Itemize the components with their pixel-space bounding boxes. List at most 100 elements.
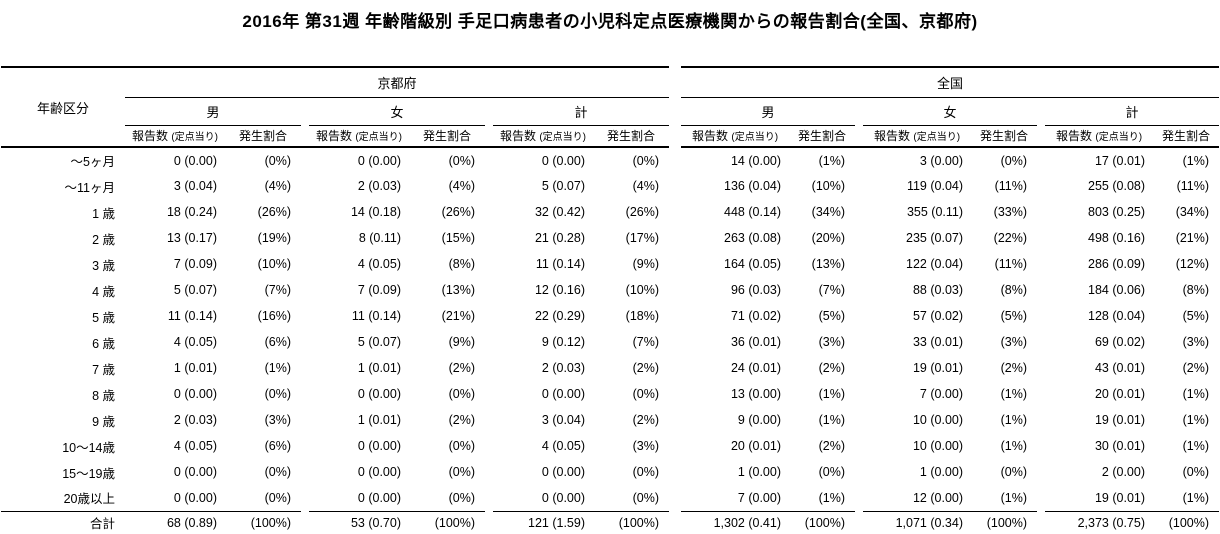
age-label: 15～19歳 <box>62 466 115 481</box>
ratio-cell: (7%) <box>818 283 846 297</box>
age-label: 10～14歳 <box>62 440 115 455</box>
ratio-cell: (3%) <box>1182 335 1210 349</box>
count-cell: 0 (0.00) <box>541 490 585 505</box>
count-cell: 263 (0.08) <box>724 231 782 245</box>
gender-header-row: 男 女 計 男 女 計 <box>1 97 1220 126</box>
age-label: 4 歳 <box>92 284 115 299</box>
count-cell: 7 (0.00) <box>919 387 964 401</box>
table-row: ～11ヶ月 3 (0.04) (4%) 2 (0.03) (4%) 5 (0.07) (4%… <box>1 173 1219 199</box>
count-cell: 0 (0.00) <box>541 153 585 168</box>
gender-header-female: 女 <box>863 97 1038 126</box>
count-cell: 0 (0.00) <box>357 439 401 453</box>
ratio-cell: (26%) <box>257 205 291 219</box>
group-spacer <box>301 459 309 485</box>
count-cell: 122 (0.04) <box>906 257 964 271</box>
ratio-cell: (26%) <box>441 205 475 219</box>
count-cell: 0 (0.00) <box>541 387 585 401</box>
group-spacer <box>301 433 309 459</box>
group-spacer <box>301 199 309 225</box>
group-spacer <box>1037 251 1045 277</box>
ratio-cell: (3%) <box>264 413 291 427</box>
group-spacer <box>855 225 863 251</box>
count-cell: 4 (0.05) <box>173 439 217 453</box>
count-cell: 255 (0.08) <box>1088 179 1146 193</box>
ratio-cell: (1%) <box>1000 387 1028 401</box>
ratio-cell: (0%) <box>448 439 475 453</box>
ratio-cell: (4%) <box>632 179 660 193</box>
count-cell: 803 (0.25) <box>1088 205 1146 219</box>
count-cell: 13 (0.17) <box>166 231 217 245</box>
group-spacer <box>485 433 493 459</box>
ratio-cell: (8%) <box>1000 283 1028 297</box>
ratio-cell: (13%) <box>811 257 846 271</box>
group-spacer <box>485 199 493 225</box>
group-spacer <box>1037 381 1045 407</box>
ratio-cell: (0%) <box>448 490 475 505</box>
count-cell: 10 (0.00) <box>912 439 964 453</box>
section-spacer <box>669 485 681 511</box>
count-header-label: 報告数 <box>1056 129 1093 144</box>
count-header-paren: (定点当り) <box>355 132 403 144</box>
count-cell: 1,071 (0.34) <box>863 510 972 534</box>
count-cell: 0 (0.00) <box>357 153 401 168</box>
count-cell: 24 (0.01) <box>730 361 782 375</box>
count-cell: 14 (0.18) <box>350 205 401 219</box>
count-cell: 11 (0.14) <box>535 257 585 271</box>
count-header-label: 報告数 <box>131 129 168 144</box>
ratio-cell: (2%) <box>632 361 660 375</box>
count-cell: 69 (0.02) <box>1094 335 1146 349</box>
count-cell: 17 (0.01) <box>1094 153 1146 168</box>
ratio-cell: (8%) <box>448 257 475 271</box>
count-cell: 43 (0.01) <box>1094 361 1146 375</box>
group-spacer <box>1037 97 1045 125</box>
ratio-header: 発生割合 <box>409 125 485 148</box>
age-label: 3 歳 <box>92 258 115 273</box>
count-cell: 21 (0.28) <box>534 231 585 245</box>
age-label: 2 歳 <box>92 232 115 247</box>
section-spacer <box>669 277 681 303</box>
group-spacer <box>855 125 864 148</box>
group-spacer <box>485 511 493 534</box>
section-spacer <box>669 511 681 534</box>
group-spacer <box>485 277 493 303</box>
group-spacer <box>1037 277 1045 303</box>
count-cell: 12 (0.16) <box>534 283 585 297</box>
group-spacer <box>301 173 309 199</box>
ratio-cell: (10%) <box>811 179 846 193</box>
group-spacer <box>1037 173 1045 199</box>
count-header-label: 報告数 <box>874 129 911 144</box>
ratio-cell: (100%) <box>593 510 670 534</box>
count-cell: 19 (0.01) <box>912 361 964 375</box>
ratio-cell: (3%) <box>818 335 846 349</box>
count-cell: 7 (0.00) <box>737 490 782 505</box>
count-cell: 0 (0.00) <box>357 387 401 401</box>
ratio-cell: (19%) <box>257 231 291 245</box>
group-spacer <box>855 407 863 433</box>
group-spacer <box>1037 433 1045 459</box>
ratio-cell: (5%) <box>1000 309 1028 323</box>
section-spacer <box>669 303 681 329</box>
count-cell: 184 (0.06) <box>1088 283 1146 297</box>
count-header: 報告数 (定点当り) <box>309 125 409 148</box>
ratio-header: 発生割合 <box>1153 125 1220 148</box>
section-spacer <box>669 329 681 355</box>
ratio-cell: (100%) <box>409 510 485 534</box>
group-spacer <box>301 125 309 148</box>
count-cell: 498 (0.16) <box>1088 231 1146 245</box>
table-total-row: 合計 68 (0.89) (100%) 53 (0.70) (100%) 121 (1.5… <box>1 510 1220 534</box>
table-row: 1 歳 18 (0.24) (26%) 14 (0.18) (26%) 32 (0.42)… <box>1 199 1219 225</box>
count-cell: 12 (0.00) <box>912 490 964 505</box>
ratio-cell: (1%) <box>1182 439 1210 453</box>
count-cell: 121 (1.59) <box>493 510 593 534</box>
count-cell: 4 (0.05) <box>173 335 217 349</box>
count-cell: 0 (0.00) <box>357 490 401 505</box>
ratio-cell: (0%) <box>1000 465 1028 479</box>
count-cell: 4 (0.05) <box>357 257 401 271</box>
ratio-cell: (0%) <box>264 153 291 168</box>
ratio-cell: (100%) <box>789 510 856 534</box>
group-spacer <box>855 303 863 329</box>
group-spacer <box>301 511 309 534</box>
group-spacer <box>1037 485 1045 511</box>
count-header-paren: (定点当り) <box>1095 132 1143 144</box>
ratio-cell: (9%) <box>632 257 660 271</box>
